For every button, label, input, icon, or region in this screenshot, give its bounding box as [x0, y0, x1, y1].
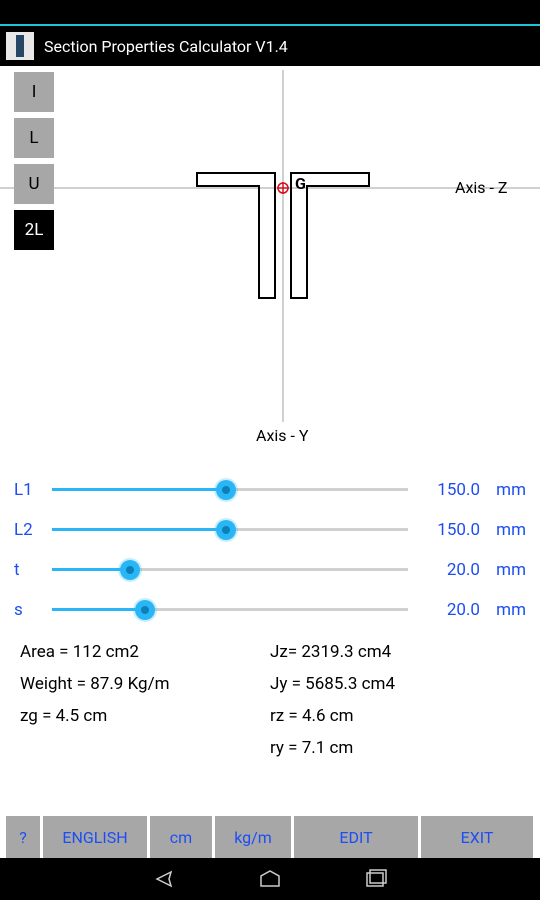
diagram-canvas: G Axis - Z Axis - Y ILU 2L: [0, 66, 540, 460]
bottom-button-edit[interactable]: EDIT: [294, 816, 418, 858]
recent-icon[interactable]: [363, 868, 389, 890]
results-right-col: Jz= 2319.3 cm4 Jy = 5685.3 cm4 rz = 4.6 cm…: [270, 642, 520, 770]
bottom-toolbar: ?ENGLISHcmkg/mEDITEXIT: [0, 816, 540, 858]
slider-row-s: s 20.0 mm: [14, 590, 526, 630]
shape-button-i[interactable]: I: [14, 72, 54, 112]
centroid-label: G: [295, 174, 306, 193]
results-panel: Area = 112 cm2 Weight = 87.9 Kg/m zg = 4.5…: [0, 630, 540, 770]
bottom-button-exit[interactable]: EXIT: [421, 816, 533, 858]
axis-y-label: Axis - Y: [256, 426, 309, 445]
slider-l2[interactable]: [52, 518, 408, 542]
slider-value: 150.0: [408, 520, 480, 540]
slider-unit: mm: [480, 520, 526, 540]
app-icon: [6, 32, 34, 60]
slider-row-l1: L1 150.0 mm: [14, 470, 526, 510]
shape-button-l[interactable]: L: [14, 118, 54, 158]
result-item: Weight = 87.9 Kg/m: [20, 674, 270, 694]
slider-row-t: t 20.0 mm: [14, 550, 526, 590]
android-nav-bar: [0, 858, 540, 900]
slider-unit: mm: [480, 600, 526, 620]
sliders-panel: L1 150.0 mm L2 150.0 mm t 20.0 mm s: [0, 460, 540, 630]
slider-label: L2: [14, 520, 52, 540]
results-left-col: Area = 112 cm2 Weight = 87.9 Kg/m zg = 4.5…: [20, 642, 270, 770]
slider-unit: mm: [480, 560, 526, 580]
shape-button-2l[interactable]: 2L: [14, 210, 54, 250]
section-diagram: [0, 66, 540, 460]
result-item: Area = 112 cm2: [20, 642, 270, 662]
bottom-button-kgm[interactable]: kg/m: [215, 816, 291, 858]
bottom-button-[interactable]: ?: [6, 816, 40, 858]
slider-value: 20.0: [408, 600, 480, 620]
status-bar: [0, 0, 540, 24]
result-item: Jz= 2319.3 cm4: [270, 642, 520, 662]
slider-label: t: [14, 560, 52, 580]
bottom-button-english[interactable]: ENGLISH: [43, 816, 147, 858]
result-item: Jy = 5685.3 cm4: [270, 674, 520, 694]
slider-row-l2: L2 150.0 mm: [14, 510, 526, 550]
slider-l1[interactable]: [52, 478, 408, 502]
result-item: zg = 4.5 cm: [20, 706, 270, 726]
home-icon[interactable]: [257, 868, 283, 890]
slider-label: s: [14, 600, 52, 620]
axis-z-label: Axis - Z: [455, 178, 507, 197]
shape-button-u[interactable]: U: [14, 164, 54, 204]
slider-value: 150.0: [408, 480, 480, 500]
result-item: ry = 7.1 cm: [270, 738, 520, 758]
slider-value: 20.0: [408, 560, 480, 580]
bottom-button-cm[interactable]: cm: [150, 816, 212, 858]
title-bar: Section Properties Calculator V1.4: [0, 24, 540, 66]
slider-unit: mm: [480, 480, 526, 500]
slider-label: L1: [14, 480, 52, 500]
back-icon[interactable]: [151, 868, 177, 890]
slider-t[interactable]: [52, 558, 408, 582]
app-title: Section Properties Calculator V1.4: [44, 37, 288, 56]
slider-s[interactable]: [52, 598, 408, 622]
result-item: rz = 4.6 cm: [270, 706, 520, 726]
